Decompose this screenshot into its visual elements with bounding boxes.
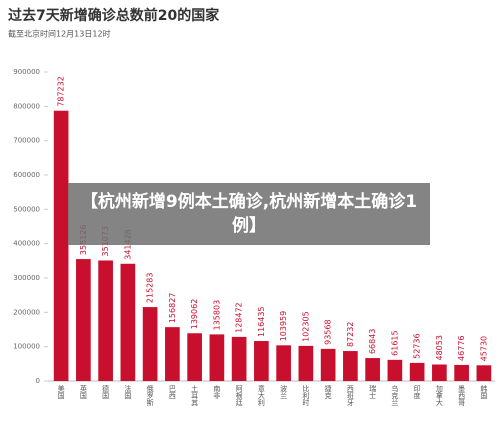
chart-subtitle: 截至北京时间12月13日12时 — [8, 29, 111, 39]
value-label: 128472 — [235, 302, 244, 333]
bar — [120, 263, 136, 381]
y-tick-label: 700000 — [13, 137, 40, 145]
x-tick-label: 波兰 — [280, 384, 288, 399]
bar — [209, 334, 225, 381]
value-label: 46776 — [457, 335, 466, 360]
bar — [254, 341, 269, 381]
value-label: 66843 — [368, 329, 377, 354]
bar — [53, 110, 69, 381]
value-label: 135803 — [212, 300, 221, 331]
y-tick-label: 600000 — [13, 171, 40, 179]
value-label: 87232 — [346, 322, 355, 347]
bar — [476, 365, 492, 381]
value-label: 139062 — [190, 299, 199, 330]
x-tick-label: 乌克兰 — [391, 384, 399, 406]
y-tick-label: 400000 — [13, 240, 40, 248]
bar — [432, 364, 447, 381]
value-label: 52736 — [413, 333, 422, 358]
news-banner: 【杭州新增9例本土确诊,杭州新增本土确诊1例】 — [68, 183, 430, 245]
bar — [142, 307, 158, 381]
bar — [409, 362, 425, 381]
value-label: 215283 — [146, 273, 155, 304]
x-tick-label: 巴西 — [168, 385, 176, 400]
y-tick-label: 100000 — [13, 343, 40, 351]
bar — [165, 327, 180, 381]
value-label: 45730 — [479, 336, 488, 361]
value-label: 48053 — [435, 335, 444, 360]
value-label: 116435 — [257, 306, 266, 337]
bar — [343, 351, 358, 381]
x-tick-label: 墨西哥 — [458, 385, 466, 406]
y-tick-label: 500000 — [13, 205, 40, 213]
bar — [298, 345, 314, 381]
bar — [98, 260, 113, 381]
x-tick-label: 瑞士 — [369, 384, 377, 399]
x-tick-label: 加拿大 — [435, 384, 443, 407]
y-tick-label: 0 — [36, 377, 40, 385]
bar — [365, 358, 380, 381]
value-label: 93568 — [324, 319, 333, 344]
value-label: 156827 — [168, 293, 177, 324]
y-tick-label: 800000 — [13, 102, 40, 110]
x-tick-label: 南非 — [213, 384, 221, 400]
x-tick-label: 法国 — [124, 384, 132, 400]
bar — [187, 333, 202, 381]
x-tick-label: 意大利 — [257, 384, 265, 406]
bar — [276, 345, 291, 381]
x-tick-label: 韩国 — [480, 384, 488, 400]
x-tick-label: 英国 — [79, 384, 87, 400]
value-label: 787232 — [57, 76, 66, 107]
chart-title: 过去7天新增确诊总数前20的国家 — [8, 7, 220, 24]
x-tick-label: 印度 — [413, 385, 421, 400]
value-label: 103959 — [279, 311, 288, 342]
x-tick-label: 西班牙 — [346, 385, 354, 407]
y-tick-label: 900000 — [13, 68, 40, 76]
bar — [76, 259, 91, 381]
value-label: 61615 — [390, 330, 399, 355]
y-tick-label: 200000 — [13, 308, 40, 316]
bar — [454, 364, 469, 381]
x-tick-label: 阿根廷 — [235, 384, 243, 407]
x-tick-label: 捷克 — [324, 384, 332, 400]
x-tick-label: 土耳其 — [191, 384, 199, 407]
x-tick-label: 德国 — [102, 384, 110, 400]
x-tick-label: 俄罗斯 — [146, 384, 154, 407]
x-tick-label: 美国 — [57, 384, 65, 400]
bar — [320, 348, 336, 381]
x-tick-label: 比利时 — [302, 384, 310, 406]
bar — [231, 336, 247, 381]
y-tick-label: 300000 — [13, 274, 40, 282]
value-label: 102305 — [301, 311, 310, 342]
bar — [387, 359, 403, 381]
